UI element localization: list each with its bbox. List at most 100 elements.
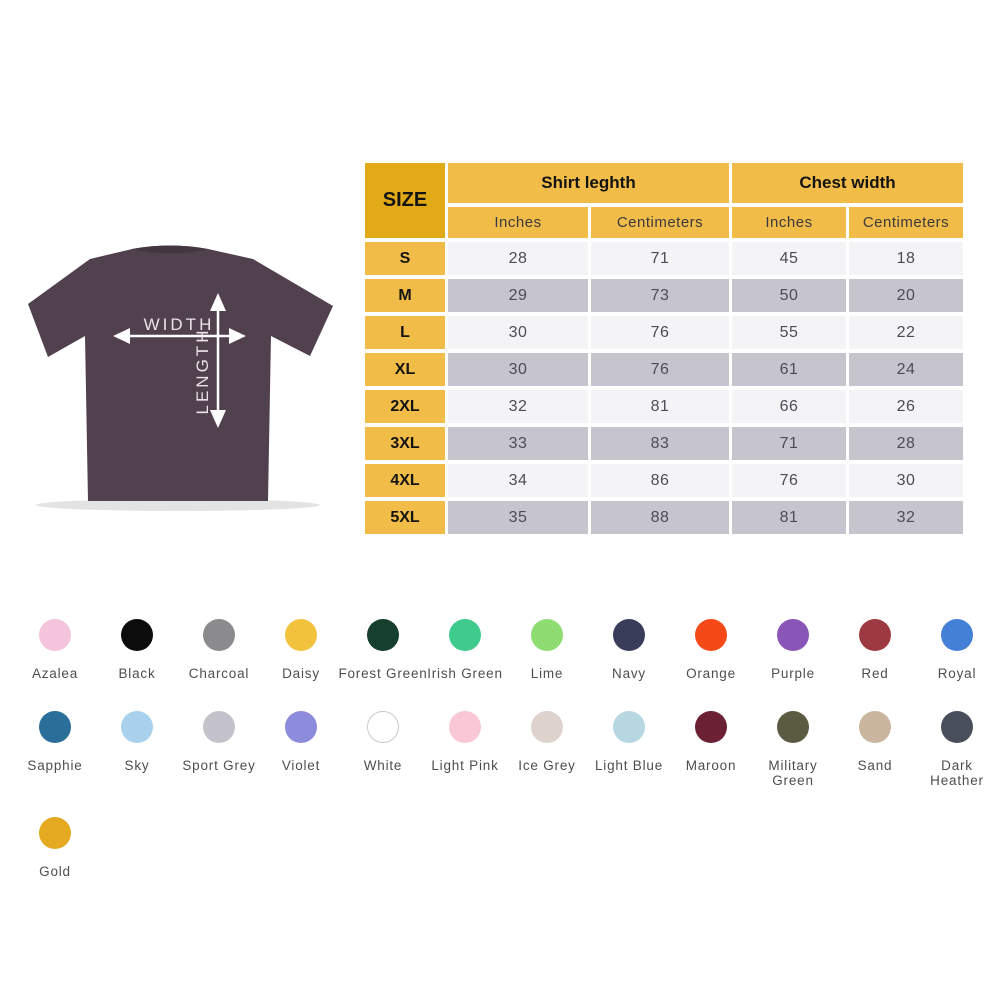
- size-column-header: SIZE: [365, 163, 445, 238]
- size-row-label: 2XL: [365, 390, 445, 423]
- color-swatch-circle: [367, 619, 399, 651]
- size-value-cell: 66: [732, 390, 846, 423]
- color-swatch-circle: [285, 711, 317, 743]
- size-value-cell: 28: [849, 427, 963, 460]
- color-swatch-circle: [367, 711, 399, 743]
- color-swatch-circle: [531, 619, 563, 651]
- color-swatch-circle: [695, 619, 727, 651]
- size-value-cell: 88: [591, 501, 729, 534]
- shirt-body: [28, 245, 333, 501]
- size-value-cell: 73: [591, 279, 729, 312]
- color-swatch-label: Black: [118, 666, 156, 681]
- subheader-shirt-centimeters: Centimeters: [591, 207, 729, 238]
- color-swatch-label: Azalea: [31, 666, 79, 681]
- color-swatch: Irish Green: [424, 619, 506, 681]
- color-swatch: Forest Green: [338, 619, 427, 681]
- color-swatch: White: [342, 711, 424, 788]
- color-swatch: Dark Heather: [916, 711, 998, 788]
- color-swatch: Red: [834, 619, 916, 681]
- size-value-cell: 76: [732, 464, 846, 497]
- size-value-cell: 33: [448, 427, 588, 460]
- color-swatch-label: Irish Green: [427, 666, 503, 681]
- size-row-label: 5XL: [365, 501, 445, 534]
- color-swatch: Sapphie: [14, 711, 96, 788]
- color-swatch: Daisy: [260, 619, 342, 681]
- size-value-cell: 71: [732, 427, 846, 460]
- color-swatch: Sport Grey: [178, 711, 260, 788]
- swatch-row-2: Sapphie Sky Sport Grey Violet White Light Pin…: [14, 711, 998, 788]
- color-swatch: Military Green: [752, 711, 834, 788]
- color-swatch-circle: [941, 711, 973, 743]
- size-row-label: S: [365, 242, 445, 275]
- color-swatch-label: Lime: [530, 666, 564, 681]
- size-value-cell: 30: [448, 353, 588, 386]
- color-swatch: Maroon: [670, 711, 752, 788]
- color-swatch-circle: [39, 711, 71, 743]
- color-swatch-label: Light Blue: [594, 758, 664, 773]
- color-swatch: Azalea: [14, 619, 96, 681]
- length-arrow: [210, 293, 226, 428]
- size-value-cell: 30: [849, 464, 963, 497]
- color-swatch: Gold: [14, 817, 96, 879]
- color-swatch-label: Ice Grey: [518, 758, 576, 773]
- chest-width-group-header: Chest width: [732, 163, 963, 203]
- color-swatch: Orange: [670, 619, 752, 681]
- color-swatch-circle: [695, 711, 727, 743]
- color-swatch: Sand: [834, 711, 916, 788]
- tshirt-illustration: WIDTH LENGTH: [28, 243, 362, 519]
- size-value-cell: 76: [591, 353, 729, 386]
- size-value-cell: 76: [591, 316, 729, 349]
- color-swatch-circle: [613, 711, 645, 743]
- color-swatch-circle: [203, 711, 235, 743]
- color-swatch-label: Gold: [39, 864, 71, 879]
- color-swatch-circle: [777, 619, 809, 651]
- size-row-label: L: [365, 316, 445, 349]
- color-swatch-label: Royal: [937, 666, 977, 681]
- color-swatch-label: Sky: [124, 758, 150, 773]
- color-swatch-circle: [203, 619, 235, 651]
- color-swatch-label: White: [363, 758, 403, 773]
- color-swatch: Violet: [260, 711, 342, 788]
- color-swatch-circle: [39, 817, 71, 849]
- subheader-chest-inches: Inches: [732, 207, 846, 238]
- subheader-shirt-inches: Inches: [448, 207, 588, 238]
- size-value-cell: 83: [591, 427, 729, 460]
- size-value-cell: 61: [732, 353, 846, 386]
- color-swatch-label: Orange: [686, 666, 736, 681]
- color-swatch-circle: [449, 711, 481, 743]
- color-swatch-label: Purple: [771, 666, 815, 681]
- color-swatch-label: Navy: [612, 666, 646, 681]
- color-swatch-label: Red: [861, 666, 889, 681]
- shirt-shadow: [36, 499, 320, 511]
- tshirt-svg: WIDTH LENGTH: [28, 245, 333, 511]
- swatch-row-1: Azalea Black Charcoal Daisy Forest Green Iris…: [14, 619, 998, 681]
- color-swatch-circle: [859, 711, 891, 743]
- color-swatch: Purple: [752, 619, 834, 681]
- color-swatch-circle: [859, 619, 891, 651]
- color-swatch-label: Sapphie: [27, 758, 83, 773]
- width-label: WIDTH: [144, 315, 215, 334]
- color-swatch-label: Maroon: [685, 758, 737, 773]
- color-swatch-label: Sport Grey: [182, 758, 256, 773]
- color-swatch-label: Charcoal: [188, 666, 250, 681]
- size-value-cell: 50: [732, 279, 846, 312]
- size-value-cell: 28: [448, 242, 588, 275]
- color-swatch: Charcoal: [178, 619, 260, 681]
- size-row-label: M: [365, 279, 445, 312]
- color-swatch-label: Light Pink: [431, 758, 499, 773]
- color-swatch-label: Military Green: [768, 758, 818, 789]
- color-swatch-circle: [121, 711, 153, 743]
- size-value-cell: 34: [448, 464, 588, 497]
- shirt-collar: [132, 245, 208, 254]
- swatch-row-3: Gold: [14, 817, 998, 879]
- length-label: LENGTH: [193, 328, 212, 415]
- size-row-label: 4XL: [365, 464, 445, 497]
- size-value-cell: 18: [849, 242, 963, 275]
- color-swatch-circle: [121, 619, 153, 651]
- color-swatch-label: Daisy: [282, 666, 320, 681]
- color-swatch-label: Sand: [857, 758, 893, 773]
- color-swatch-circle: [285, 619, 317, 651]
- color-swatch: Light Pink: [424, 711, 506, 788]
- size-value-cell: 32: [448, 390, 588, 423]
